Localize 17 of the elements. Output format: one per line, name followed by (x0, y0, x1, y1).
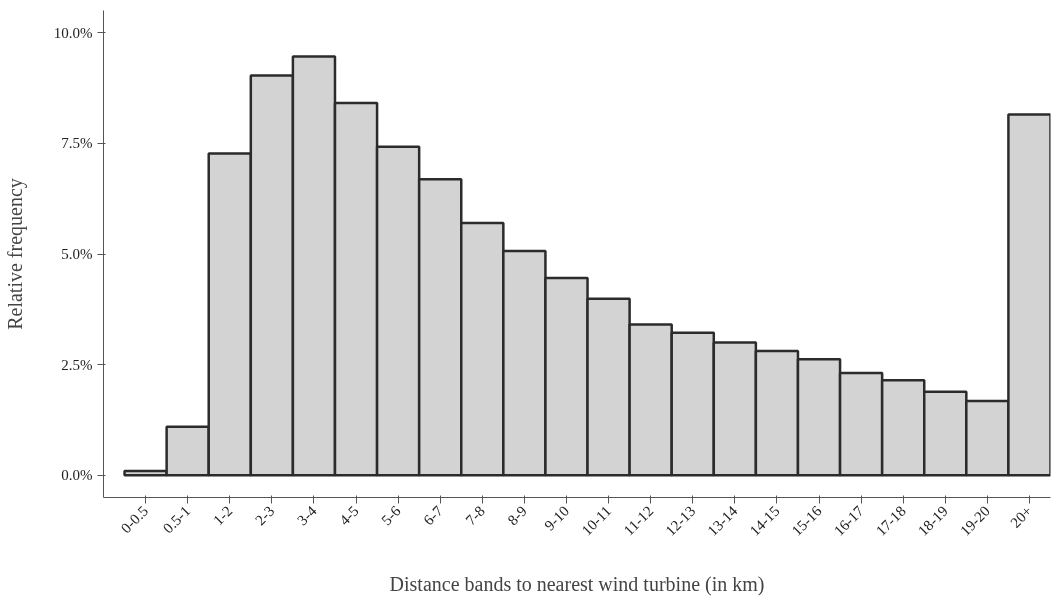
y-tick-label: 5.0% (61, 246, 93, 262)
x-tick-label: 5-6 (378, 502, 405, 529)
x-tick-label: 2-3 (252, 502, 278, 529)
y-tick-label: 2.5% (61, 356, 93, 373)
x-tick-label: 6-7 (420, 502, 447, 529)
x-tick-label: 8-9 (504, 502, 531, 529)
x-tick-label: 4-5 (336, 502, 362, 529)
y-tick-label: 0.0% (61, 467, 93, 484)
y-tick-label: 7.5% (61, 135, 93, 152)
x-tick-label: 9-10 (541, 502, 573, 534)
x-tick-label: 1-2 (209, 502, 236, 529)
y-tick-label: 10.0% (53, 24, 93, 41)
x-tick-label: 7-8 (462, 502, 488, 529)
x-tick-label: 3-4 (294, 502, 320, 529)
x-axis-title: Distance bands to nearest wind turbine (in km) (389, 573, 765, 597)
x-tick-label: 20+ (1007, 502, 1036, 531)
y-axis-title: Relative frequency (3, 178, 27, 330)
